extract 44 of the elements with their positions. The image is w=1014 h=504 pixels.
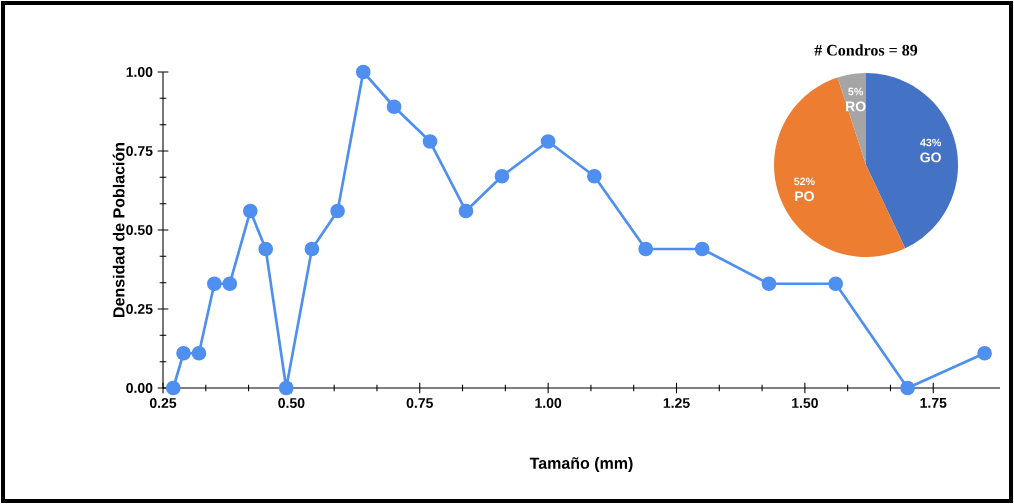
point	[540, 134, 556, 149]
point	[176, 345, 191, 361]
x-tick-label: 1.00	[535, 398, 562, 408]
data-label: 43%	[920, 138, 942, 147]
point	[278, 380, 294, 396]
slice-label: PO	[795, 191, 814, 202]
y-tick-label: 0.50	[126, 225, 153, 235]
data-label: 5%	[848, 87, 864, 96]
point	[222, 276, 238, 292]
y-tick-label: 0.00	[126, 383, 153, 393]
point	[761, 276, 777, 292]
x-tick-label: 1.25	[663, 398, 690, 408]
point	[587, 168, 602, 184]
point	[386, 99, 402, 115]
point	[638, 241, 654, 257]
chart-title: # Condros = 89	[814, 44, 918, 56]
point	[330, 203, 345, 219]
point	[422, 134, 438, 149]
point	[304, 241, 320, 257]
data-label: 52%	[794, 177, 815, 186]
point	[458, 203, 474, 219]
point	[165, 380, 181, 396]
point	[355, 64, 371, 80]
point	[694, 241, 710, 257]
x-tick-label: 0.25	[149, 398, 177, 408]
point	[258, 241, 274, 257]
point	[207, 276, 222, 292]
x-axis-title: Tamaño (mm)	[529, 457, 633, 473]
point	[977, 345, 992, 361]
point	[242, 203, 258, 219]
point	[828, 276, 844, 292]
slice-label: GO	[920, 152, 941, 163]
y-tick-label: 0.75	[126, 146, 153, 156]
x-tick-label: 1.75	[920, 398, 947, 408]
y-tick-label: 0.25	[126, 304, 153, 314]
x-tick-label: 0.75	[406, 398, 433, 408]
y-tick-label: 1.00	[126, 67, 153, 77]
x-tick-label: 0.50	[278, 398, 305, 408]
x-tick-label: 1.50	[792, 398, 818, 408]
point	[191, 345, 207, 361]
point	[900, 380, 915, 396]
y-axis-title: Densidad de Población	[112, 142, 125, 317]
slice-label: RO	[846, 101, 866, 112]
point	[494, 168, 510, 184]
